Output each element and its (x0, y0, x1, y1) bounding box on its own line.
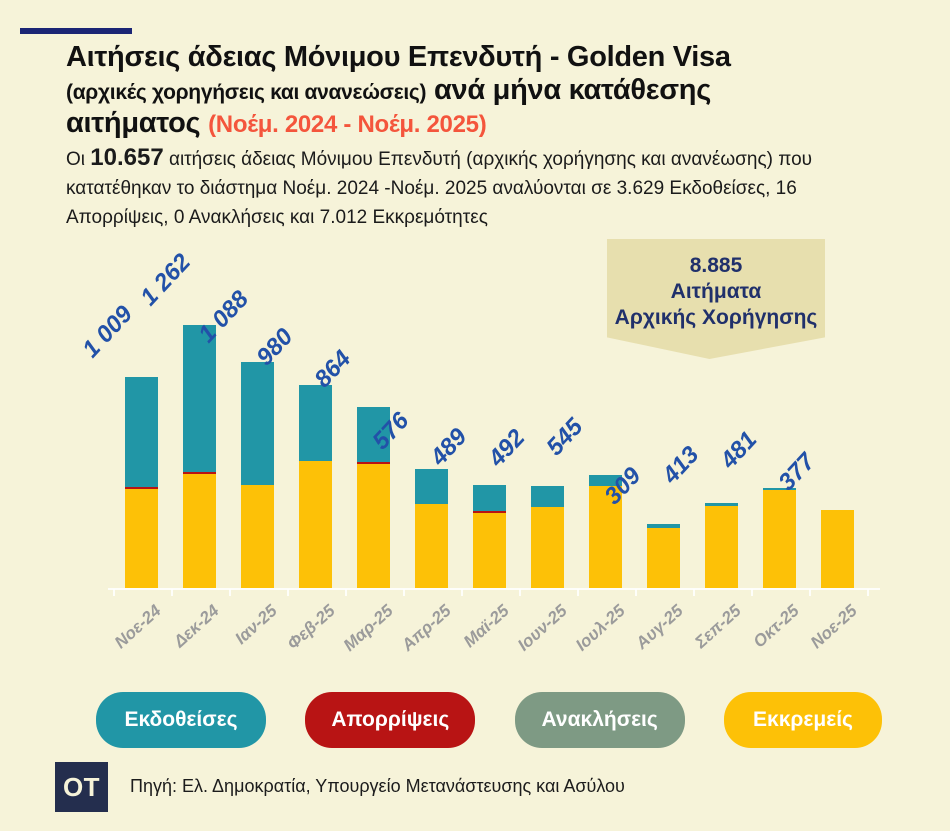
bar-segment-Εκδοθείσες (183, 325, 216, 472)
page-title: Αιτήσεις άδειας Μόνιμου Επενδυτή - Golde… (66, 40, 916, 140)
bar-Μαρ-25 (357, 407, 390, 588)
bar-segment-Εκδοθείσες (531, 486, 564, 507)
accent-bar (20, 28, 132, 34)
bar-Δεκ-24 (183, 325, 216, 588)
bar-segment-Εκκρεμείς (473, 513, 506, 588)
bar-segment-Εκκρεμείς (241, 485, 274, 588)
x-tick (229, 589, 231, 596)
bar-segment-Εκκρεμείς (763, 490, 796, 588)
bar-segment-Εκκρεμείς (415, 504, 448, 588)
bar-value-label: 413 (657, 441, 705, 489)
x-tick (461, 589, 463, 596)
bar-segment-Εκκρεμείς (357, 464, 390, 588)
title-line2-rest: ανά μήνα κατάθεσης (434, 74, 711, 106)
x-tick (809, 589, 811, 596)
legend-pill-pending: Εκκρεμείς (723, 692, 882, 748)
legend-pill-rejected: Απορρίψεις (305, 692, 476, 748)
bar-segment-Εκκρεμείς (589, 486, 622, 588)
bar-Σεπ-25 (705, 503, 738, 588)
bar-segment-Απορρίψεις (183, 472, 216, 474)
ot-logo: OT (55, 762, 108, 812)
bar-value-label: 1 088 (193, 285, 254, 348)
bar-Ιαν-25 (241, 362, 274, 588)
bar-segment-Εκκρεμείς (125, 489, 158, 588)
callout-line2: Αιτήματα (670, 280, 762, 303)
bar-Ιουλ-25 (589, 475, 622, 588)
bar-Μαϊ-25 (473, 485, 506, 588)
bar-segment-Εκκρεμείς (647, 528, 680, 588)
bar-segment-Απορρίψεις (125, 487, 158, 489)
bar-value-label: 1 262 (135, 248, 196, 311)
bar-segment-Εκκρεμείς (299, 461, 332, 588)
bar-segment-Εκδοθείσες (705, 503, 738, 506)
legend-pill-revoked: Ανακλήσεις (514, 692, 685, 748)
x-tick (113, 589, 115, 596)
title-line2: (αρχικές χορηγήσεις και ανανεώσεις) ανά … (66, 75, 916, 108)
title-line1: Αιτήσεις άδειας Μόνιμου Επενδυτή - Golde… (66, 41, 731, 73)
bar-value-label: 489 (425, 423, 473, 471)
x-tick (403, 589, 405, 596)
x-tick (287, 589, 289, 596)
x-tick (635, 589, 637, 596)
legend-pill-issued: Εκδοθείσες (96, 692, 266, 748)
bar-Απρ-25 (415, 469, 448, 588)
bar-Νοε-25 (821, 510, 854, 588)
bar-segment-Εκκρεμείς (705, 506, 738, 588)
bar-value-label: 481 (715, 426, 763, 474)
bar-segment-Απορρίψεις (357, 462, 390, 464)
title-line3: αιτήματος (Νοέμ. 2024 - Νοέμ. 2025) (66, 108, 916, 140)
intro-rest: αιτήσεις άδειας Μόνιμου Επενδυτή (αρχική… (66, 149, 813, 228)
bar-segment-Εκδοθείσες (241, 362, 274, 485)
bar-segment-Απορρίψεις (473, 511, 506, 513)
intro-prefix: Οι (66, 149, 85, 170)
title-subnote: (αρχικές χορηγήσεις και ανανεώσεις) (66, 81, 427, 104)
bar-value-label: 492 (483, 424, 531, 472)
callout-value: 8.885 (689, 254, 743, 277)
bar-Ιουν-25 (531, 486, 564, 588)
callout-initial-grants: 8.885 Αιτήματα Αρχικής Χορήγησης (607, 239, 825, 359)
intro-total-number: 10.657 (90, 144, 164, 171)
x-tick (751, 589, 753, 596)
bar-Νοε-24 (125, 377, 158, 588)
source-text: Πηγή: Ελ. Δημοκρατία, Υπουργείο Μετανάστ… (130, 776, 625, 796)
bar-segment-Εκδοθείσες (299, 385, 332, 461)
intro-text: Οι 10.657 αιτήσεις άδειας Μόνιμου Επενδυ… (66, 143, 876, 232)
x-tick (693, 589, 695, 596)
bar-segment-Εκδοθείσες (125, 377, 158, 487)
x-tick (171, 589, 173, 596)
x-tick (519, 589, 521, 596)
x-tick (345, 589, 347, 596)
bar-segment-Εκδοθείσες (589, 475, 622, 486)
callout-line3: Αρχικής Χορήγησης (614, 306, 818, 329)
bar-Φεβ-25 (299, 385, 332, 588)
bar-value-label: 1 009 (77, 300, 138, 363)
x-tick (577, 589, 579, 596)
bar-segment-Εκδοθείσες (647, 524, 680, 528)
bar-segment-Εκδοθείσες (357, 407, 390, 462)
bar-segment-Εκκρεμείς (821, 510, 854, 588)
bar-value-label: 545 (541, 413, 589, 461)
bar-segment-Εκκρεμείς (531, 507, 564, 588)
bar-segment-Εκδοθείσες (763, 488, 796, 490)
title-period: (Νοέμ. 2024 - Νοέμ. 2025) (208, 111, 487, 138)
bar-Οκτ-25 (763, 488, 796, 588)
x-axis (108, 588, 880, 590)
title-line3-word: αιτήματος (66, 107, 201, 139)
bar-Αυγ-25 (647, 524, 680, 588)
bar-segment-Εκδοθείσες (415, 469, 448, 504)
x-tick (867, 589, 869, 596)
legend: Εκδοθείσες Απορρίψεις Ανακλήσεις Εκκρεμείς (96, 692, 882, 748)
bar-segment-Εκδοθείσες (473, 485, 506, 511)
bar-segment-Εκκρεμείς (183, 474, 216, 588)
